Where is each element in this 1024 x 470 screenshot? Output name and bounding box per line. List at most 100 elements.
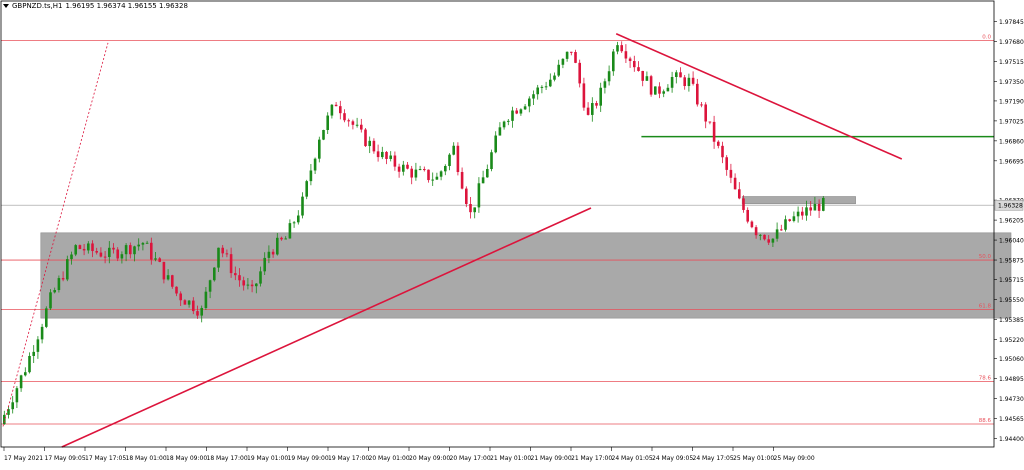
candle-body (628, 58, 632, 62)
candle-body (486, 169, 489, 178)
candle-body (528, 98, 531, 107)
candle-body (414, 169, 418, 178)
candle-body (465, 188, 468, 205)
time-tick-label: 17 May 2021 (4, 455, 43, 462)
candle-body (318, 139, 321, 159)
candle-body (305, 181, 308, 197)
candle-body (822, 197, 825, 211)
candle-body (372, 140, 376, 152)
time-axis[interactable]: 17 May 2021 17 May 09:05 17 May 17:05 18 Ma… (3, 447, 815, 462)
candle-body (108, 247, 111, 258)
candle-body (45, 308, 48, 327)
candle-body (402, 164, 405, 172)
candle-body (49, 292, 52, 309)
price-tick-label: 1.97350 (999, 79, 1024, 86)
candle-body (66, 259, 69, 280)
candle-body (750, 221, 754, 228)
price-axis[interactable]: 1.97845 1.97680 1.97515 1.97350 1.97190 1.970… (994, 19, 1024, 443)
candle-body (717, 141, 720, 146)
candle-body (7, 409, 10, 415)
candle-body (313, 158, 317, 171)
candle-body (515, 110, 518, 114)
candle-body (502, 121, 506, 128)
chart-header: GBPNZD.ts,H1 1.96195 1.96374 1.96155 1.9… (3, 2, 188, 10)
candle-body (32, 351, 35, 356)
candle-body (696, 83, 699, 105)
candle-body (141, 242, 145, 245)
candle-body (393, 155, 397, 167)
candle-body (74, 245, 77, 255)
candle-body (582, 83, 586, 108)
candle-body (150, 242, 153, 260)
candle-body (805, 207, 808, 216)
candle-body (162, 261, 166, 280)
candle-body (57, 278, 61, 291)
support-zone (40, 232, 1012, 319)
candle-body (326, 115, 329, 130)
candle-body (817, 204, 821, 211)
candle-body (280, 237, 283, 240)
candle-body (540, 86, 544, 88)
rising-trendline (61, 207, 592, 448)
candle-body (250, 284, 254, 287)
candle-body (712, 121, 716, 142)
fib-label-0-0: 0.0 (982, 34, 991, 40)
zones-layer (40, 196, 1012, 319)
candle-body (507, 120, 510, 122)
candle-body (553, 75, 556, 80)
candle-body (733, 177, 737, 190)
fib-label-50-0: 50.0 (979, 254, 992, 260)
candle-body (276, 237, 279, 255)
candle-body (683, 77, 686, 87)
time-tick-label: 17 May 17:05 (85, 455, 126, 462)
candle-body (469, 204, 472, 213)
time-tick-label: 19 May 01:00 (247, 455, 288, 462)
candle-body (691, 77, 695, 84)
candle-body (91, 243, 94, 252)
candle-body (498, 127, 502, 136)
candle-body (490, 152, 493, 170)
candle-body (721, 145, 724, 158)
candle-body (544, 86, 548, 88)
candle-body (187, 300, 191, 305)
candle-body (238, 275, 241, 281)
candle-body (687, 77, 691, 87)
candle-body (746, 209, 749, 222)
candle-body (532, 94, 535, 99)
candle-body (456, 145, 460, 173)
candle-body (284, 238, 287, 240)
candle-body (670, 76, 674, 88)
collapse-triangle-icon[interactable] (3, 4, 9, 8)
price-tick-label: 1.95220 (999, 337, 1024, 344)
candle-body (330, 104, 334, 116)
candle-body (616, 45, 619, 52)
price-tick-label: 1.94565 (999, 416, 1024, 423)
time-tick-label: 21 May 01:00 (490, 455, 531, 462)
candle-body (675, 72, 678, 77)
candle-body (406, 164, 409, 169)
candle-body (700, 104, 703, 106)
price-tick-label: 1.95875 (999, 258, 1024, 265)
candle-body (271, 251, 275, 255)
candle-body (40, 326, 44, 340)
price-tick-label: 1.95550 (999, 297, 1024, 304)
candle-body (444, 166, 447, 172)
candle-body (649, 76, 653, 95)
candle-body (259, 271, 262, 284)
candle-body (82, 248, 86, 251)
candle-body (208, 280, 212, 292)
candle-body (301, 196, 304, 216)
candle-body (633, 61, 636, 68)
candle-body (196, 311, 199, 316)
candle-body (343, 113, 346, 121)
candle-body (11, 402, 14, 410)
candle-body (309, 170, 313, 182)
candle-body (124, 245, 128, 255)
candle-body (679, 72, 682, 78)
candle-body (15, 388, 19, 403)
fib-label-88-6: 88.6 (979, 418, 992, 424)
candle-body (775, 229, 779, 239)
fib-labels: 0.0 50.0 61.8 78.6 88.6 (979, 34, 992, 424)
